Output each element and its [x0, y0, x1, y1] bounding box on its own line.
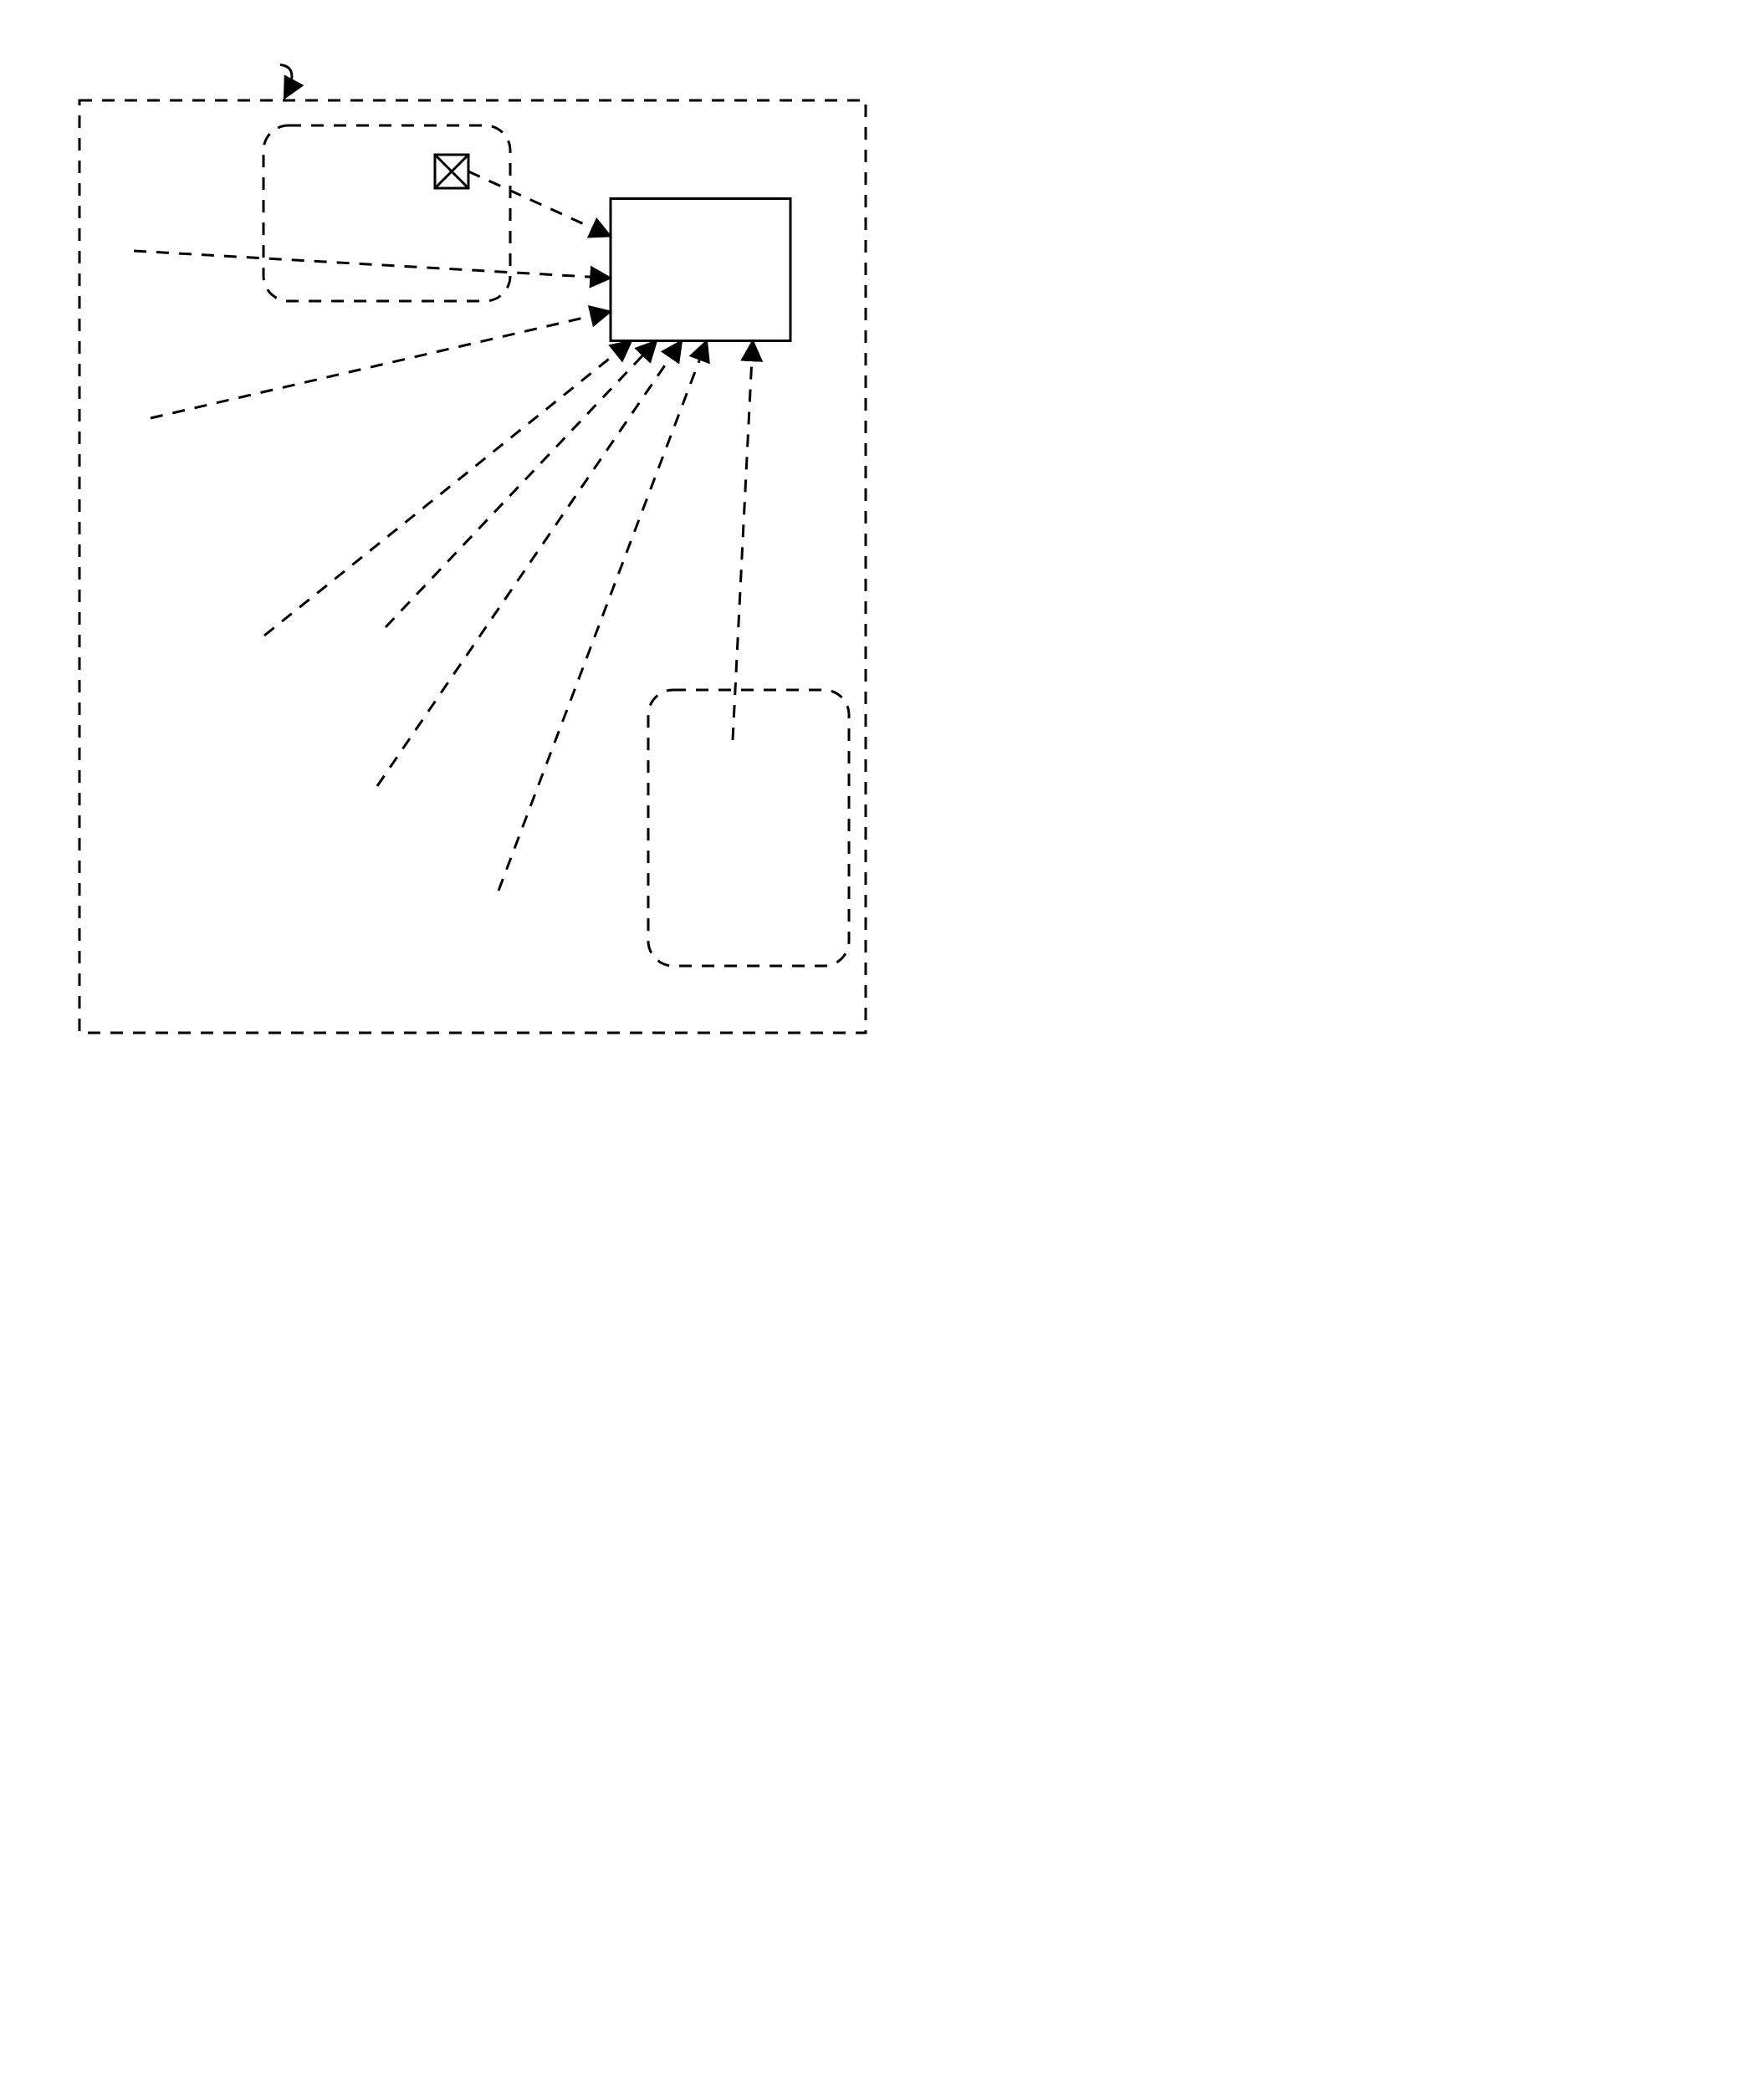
conn-s105a — [134, 251, 611, 278]
conn-s105b — [151, 312, 611, 419]
conn-s105c — [264, 341, 631, 636]
ref-100-pointer — [280, 65, 292, 99]
conn-s120 — [733, 341, 753, 741]
conn-s110 — [468, 171, 611, 237]
cold-area — [263, 125, 510, 301]
conn-s105e — [377, 341, 682, 787]
sensor-s110 — [435, 155, 468, 188]
conn-s105d — [386, 341, 657, 628]
comparator-block — [611, 199, 790, 341]
hot-area — [648, 690, 849, 966]
